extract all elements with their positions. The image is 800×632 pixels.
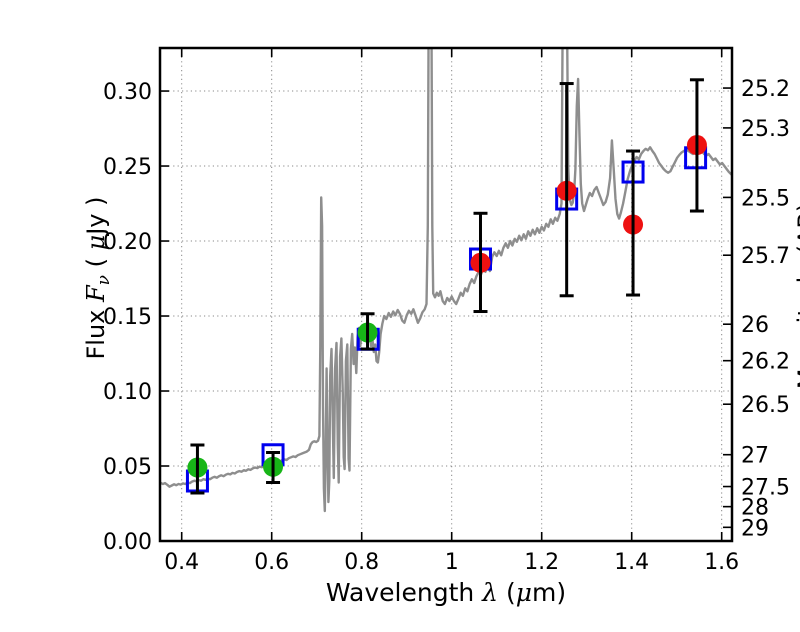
y-tick-label-magnitude: 25.3 — [741, 117, 790, 142]
y-tick-label-magnitude: 25.5 — [741, 186, 790, 211]
y-tick-label-magnitude: 25.2 — [741, 77, 790, 102]
y-axis-label-flux: Flux Fν ( μJy ) — [82, 196, 114, 359]
y-tick-label-flux: 0.00 — [103, 530, 152, 555]
axes-spines-and-ticks — [158, 46, 734, 543]
error-bars — [190, 78, 704, 495]
subscript: ν — [94, 275, 114, 285]
y-tick-label-flux: 0.10 — [103, 380, 152, 405]
sed-figure: 0.4 0.6 0.8 1 1.2 1.4 1.6 0.00 0.05 0.10 0.15 0.20 0… — [40, 16, 800, 616]
x-tick-label: 1.6 — [704, 550, 739, 575]
y-tick-label-flux: 0.25 — [103, 155, 152, 180]
x-tick-label: 0.4 — [164, 550, 199, 575]
y-tick-label-magnitude: 27.5 — [741, 476, 790, 501]
x-tick-label: 1.4 — [614, 550, 649, 575]
sed-plot-svg: 0.4 0.6 0.8 1 1.2 1.4 1.6 0.00 0.05 0.10 0.15 0.20 0… — [40, 16, 800, 616]
y-tick-label-flux: 0.15 — [103, 305, 152, 330]
y-tick-label-magnitude: 26.5 — [741, 393, 790, 418]
y-tick-label-flux: 0.05 — [103, 455, 152, 480]
x-tick-label: 1.2 — [524, 550, 559, 575]
y-tick-label-flux: 0.30 — [103, 80, 152, 105]
x-axis-label: Wavelength λ (μm) — [326, 578, 566, 607]
x-tick-label: 1 — [445, 550, 459, 575]
y-axis-label-magnitude: Magnitude (AB) — [793, 203, 800, 389]
y-tick-label-magnitude: 27 — [741, 444, 769, 469]
y-tick-label-magnitude: 26 — [741, 313, 769, 338]
y-tick-label-magnitude: 29 — [741, 516, 769, 541]
y-tick-label-magnitude: 26.2 — [741, 350, 790, 375]
y-tick-label-magnitude: 25.7 — [741, 244, 790, 269]
x-tick-label: 0.8 — [344, 550, 379, 575]
x-tick-label: 0.6 — [254, 550, 289, 575]
y-tick-label-flux: 0.20 — [103, 230, 152, 255]
tick-labels: 0.4 0.6 0.8 1 1.2 1.4 1.6 0.00 0.05 0.10 0.15 0.20 0… — [103, 77, 790, 575]
plot-spines — [158, 46, 734, 543]
grid-lines — [160, 48, 732, 541]
y-tick-label-magnitude: 28 — [741, 496, 769, 521]
